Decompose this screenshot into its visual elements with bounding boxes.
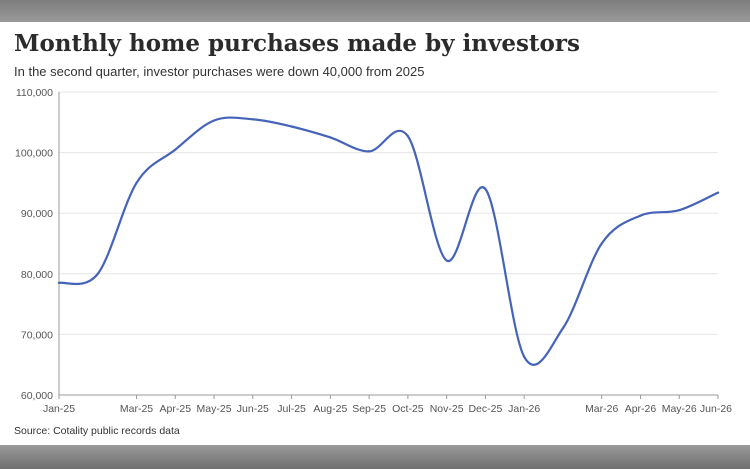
y-tick-label: 110,000 bbox=[16, 87, 53, 99]
x-tick-label: Mar-26 bbox=[585, 403, 618, 415]
data-point bbox=[484, 187, 487, 191]
chart-title: Monthly home purchases made by investors bbox=[14, 30, 580, 57]
source-note: Source: Cotality public records data bbox=[14, 425, 180, 437]
x-tick-label: Jul-25 bbox=[277, 403, 306, 415]
series-layer bbox=[57, 116, 720, 366]
data-point bbox=[329, 136, 332, 139]
data-point bbox=[96, 272, 99, 275]
data-point bbox=[523, 355, 526, 358]
backdrop-top bbox=[0, 0, 750, 22]
x-tick-label: Jun-25 bbox=[237, 403, 269, 415]
x-tick-label: Aug-25 bbox=[313, 403, 347, 415]
data-point bbox=[561, 327, 565, 330]
y-tick-label: 70,000 bbox=[21, 329, 53, 341]
x-tick-label: Apr-25 bbox=[160, 403, 192, 415]
x-tick-label: Dec-25 bbox=[468, 403, 502, 415]
data-point bbox=[716, 191, 720, 194]
grid-lines bbox=[59, 91, 718, 335]
x-axis: Jan-25 Mar-25 Apr-25 May-25 Jun-25 Jul-25 Aug-… bbox=[43, 92, 732, 415]
chart-subtitle: In the second quarter, investor purchase… bbox=[14, 64, 425, 79]
data-point bbox=[600, 242, 603, 245]
series-line-0 bbox=[57, 116, 720, 366]
x-tick-label: Jan-26 bbox=[508, 403, 540, 415]
y-tick-label: 80,000 bbox=[21, 269, 53, 281]
x-tick-label: Jan-25 bbox=[43, 403, 75, 415]
chart-card: Monthly home purchases made by investors… bbox=[0, 22, 750, 445]
data-point bbox=[135, 181, 138, 184]
data-point bbox=[290, 125, 293, 128]
x-tick-label: Sep-25 bbox=[352, 403, 386, 415]
y-tick-label: 100,000 bbox=[15, 148, 53, 160]
y-tick-label: 90,000 bbox=[21, 208, 53, 220]
data-point bbox=[445, 259, 448, 262]
x-tick-label: May-25 bbox=[197, 403, 232, 415]
data-point bbox=[57, 281, 61, 284]
backdrop-bottom bbox=[0, 445, 750, 469]
x-tick-label: Jun-26 bbox=[700, 403, 732, 415]
x-tick-label: Oct-25 bbox=[392, 403, 424, 415]
data-point bbox=[368, 150, 371, 153]
line-chart: 60,000 70,000 80,000 90,000 100,000 110,000 J… bbox=[15, 87, 732, 415]
data-point bbox=[212, 119, 216, 122]
x-tick-label: Apr-26 bbox=[625, 403, 657, 415]
x-tick-label: May-26 bbox=[662, 403, 697, 415]
data-point bbox=[639, 214, 642, 217]
x-tick-label: Mar-25 bbox=[120, 403, 153, 415]
y-tick-label: 60,000 bbox=[21, 390, 53, 402]
x-tick-label: Nov-25 bbox=[430, 403, 464, 415]
data-point bbox=[251, 118, 254, 121]
data-point bbox=[678, 209, 681, 212]
data-point bbox=[174, 148, 177, 151]
data-point bbox=[406, 135, 409, 138]
y-axis-labels: 60,000 70,000 80,000 90,000 100,000 110,000 bbox=[15, 87, 53, 402]
